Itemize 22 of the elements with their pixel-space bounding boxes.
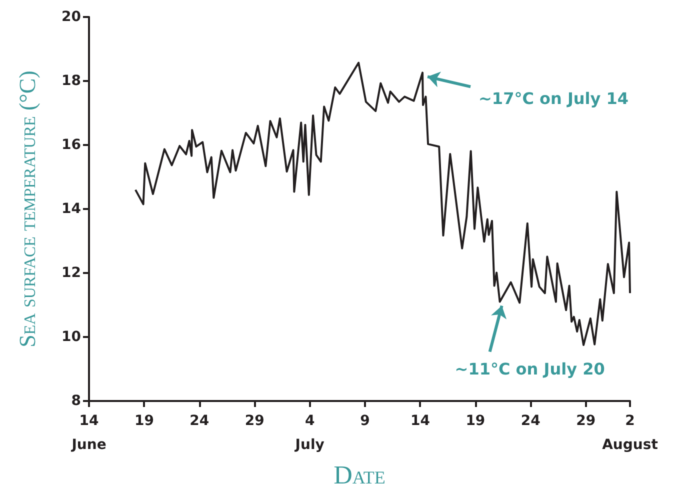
y-tick-label: 14 [62, 201, 82, 217]
x-tick-label: 2 August [602, 413, 658, 453]
y-tick-label: 10 [62, 329, 82, 345]
x-tick-label: 24 [520, 413, 541, 429]
y-tick-label: 20 [62, 9, 82, 25]
x-tick-label: 24 [190, 413, 210, 429]
y-tick-label: 8 [71, 393, 81, 409]
x-tick-label: 29 [244, 413, 264, 429]
x-tick-label: 14 June [70, 413, 106, 453]
x-tick-label: 14 [410, 413, 430, 429]
y-tick-label: 16 [62, 137, 81, 153]
y-tick-label: 18 [62, 73, 81, 89]
x-tick-label: 4 July [294, 413, 324, 453]
x-tick-label: 19 [466, 413, 486, 429]
y-axis-title: Sea surface temperature (°C) [15, 70, 40, 348]
annotation: ~11°C on July 20 [454, 359, 605, 378]
x-tick-label: 19 [134, 413, 154, 429]
x-tick-label: 29 [576, 413, 596, 429]
annotation: ~17°C on July 14 [478, 89, 629, 108]
x-tick-label: 9 [360, 413, 370, 429]
y-tick-label: 12 [62, 265, 81, 281]
x-axis-title: Date [334, 460, 386, 490]
